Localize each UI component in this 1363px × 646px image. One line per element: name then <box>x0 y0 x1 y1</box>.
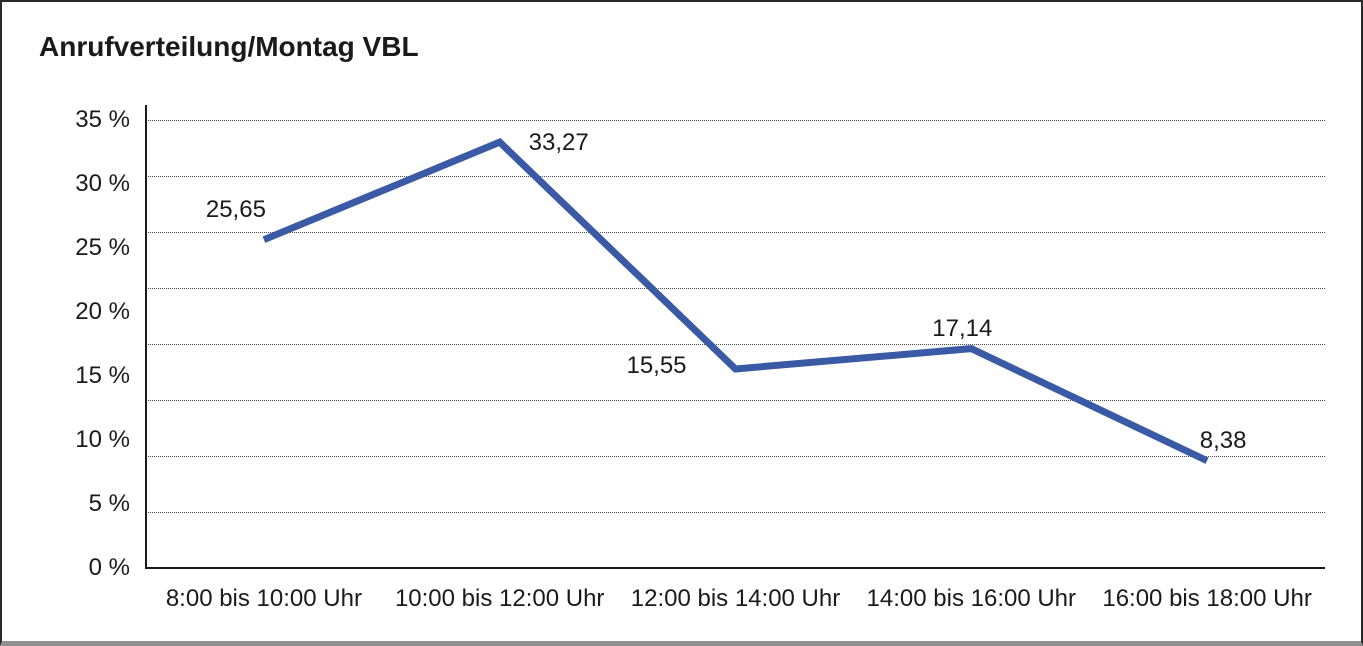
x-category-label: 12:00 bis 14:00 Uhr <box>630 585 841 612</box>
y-tick-label: 15 % <box>75 362 130 389</box>
x-category-label: 8:00 bis 10:00 Uhr <box>165 585 362 612</box>
data-point-label: 17,14 <box>932 314 993 342</box>
chart-title: Anrufverteilung/Montag VBL <box>39 31 419 62</box>
gridline <box>146 120 1325 121</box>
gridline <box>146 176 1325 177</box>
data-point-label: 15,55 <box>626 351 687 379</box>
data-point-label: 33,27 <box>528 129 589 157</box>
gridline <box>146 400 1325 401</box>
gridline <box>146 232 1325 233</box>
y-tick-label: 30 % <box>75 170 130 197</box>
y-tick-label: 20 % <box>75 298 130 325</box>
data-point-label: 8,38 <box>1199 426 1247 454</box>
x-axis-line <box>145 567 1325 569</box>
y-tick-label: 25 % <box>75 234 130 261</box>
y-axis-line <box>145 105 147 569</box>
gridline <box>146 344 1325 345</box>
y-tick-label: 5 % <box>88 490 130 517</box>
data-line <box>262 138 1209 464</box>
x-category-label: 14:00 bis 16:00 Uhr <box>866 585 1077 612</box>
data-point-label: 25,65 <box>205 195 266 223</box>
gridline <box>146 456 1325 457</box>
gridline <box>146 512 1325 513</box>
gridline <box>146 288 1325 289</box>
y-tick-label: 10 % <box>75 426 130 453</box>
y-tick-label: 0 % <box>88 554 130 581</box>
y-tick-label: 35 % <box>75 106 130 133</box>
x-category-label: 10:00 bis 12:00 Uhr <box>394 585 605 612</box>
x-category-label: 16:00 bis 18:00 Uhr <box>1102 585 1312 612</box>
